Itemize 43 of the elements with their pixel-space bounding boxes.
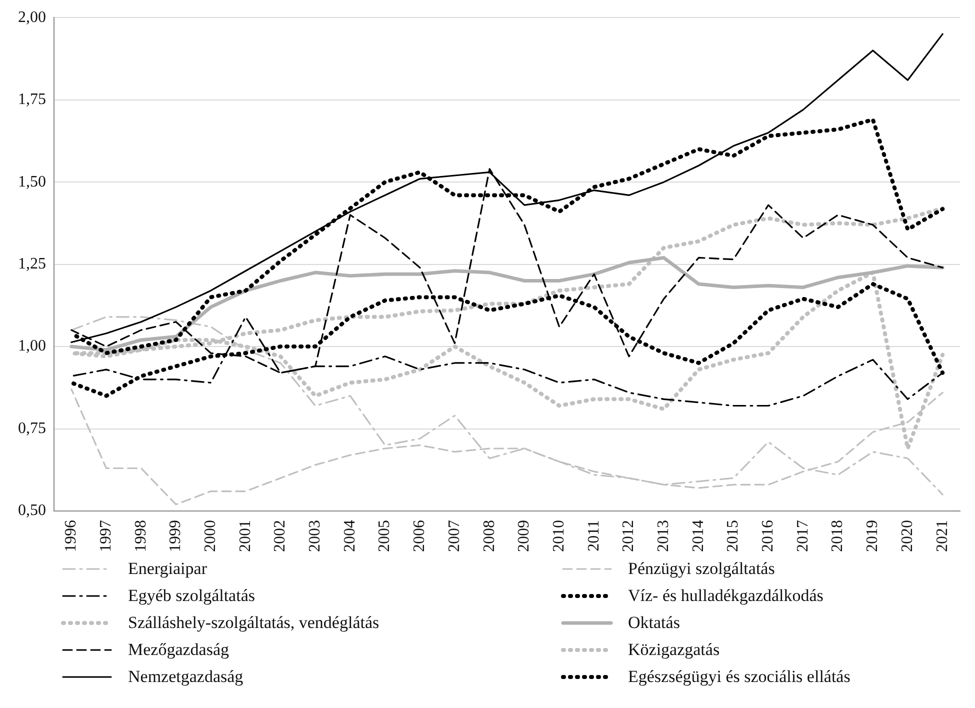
legend-label: Szálláshely-szolgáltatás, vendéglátás [128, 613, 380, 633]
x-tick-label: 1998 [132, 520, 150, 552]
x-tick-label: 2001 [236, 520, 254, 552]
x-tick-label: 2007 [446, 520, 463, 552]
x-tick-label: 2008 [480, 520, 498, 552]
x-tick-label: 2017 [794, 520, 812, 552]
y-tick-label: 1,50 [18, 173, 46, 190]
legend-label: Energiaipar [128, 559, 207, 579]
x-tick-label: 1999 [167, 520, 184, 552]
y-tick-label: 1,25 [18, 256, 46, 273]
legend-label: Egészségügyi és szociális ellátás [628, 667, 850, 687]
y-tick-label: 1,75 [18, 91, 46, 108]
x-tick-label: 2004 [341, 520, 358, 552]
x-tick-label: 2016 [760, 520, 777, 552]
x-tick-label: 2000 [202, 520, 220, 552]
legend-label: Víz- és hulladékgazdálkodás [628, 586, 824, 606]
x-tick-label: 1997 [97, 520, 114, 552]
y-tick-label: 0,50 [18, 502, 46, 520]
x-tick-label: 2021 [934, 520, 951, 552]
x-tick-label: 2010 [550, 520, 568, 552]
x-tick-label: 2019 [864, 520, 882, 552]
legend-label: Oktatás [628, 613, 680, 633]
x-tick-label: 2015 [724, 520, 742, 552]
x-tick-label: 2003 [306, 520, 324, 552]
legend-label: Mezőgazdaság [128, 640, 230, 660]
x-tick-label: 2002 [272, 520, 289, 552]
x-tick-label: 2006 [411, 520, 428, 552]
x-tick-label: 2005 [376, 520, 394, 552]
y-tick-label: 2,00 [18, 8, 46, 26]
x-tick-label: 2009 [516, 520, 533, 552]
legend-label: Pénzügyi szolgáltatás [628, 559, 775, 579]
x-tick-label: 2018 [829, 520, 846, 552]
legend-label: Közigazgatás [628, 640, 720, 660]
x-tick-label: 2011 [585, 520, 602, 552]
x-tick-label: 2014 [690, 520, 707, 552]
x-tick-label: 1996 [62, 520, 80, 552]
x-tick-label: 2012 [620, 520, 638, 552]
y-tick-label: 0,75 [18, 420, 46, 437]
y-tick-label: 1,00 [18, 338, 46, 355]
legend-label: Nemzetgazdaság [128, 667, 244, 687]
x-tick-label: 2020 [898, 520, 916, 552]
x-tick-label: 2013 [655, 520, 672, 552]
legend-label: Egyéb szolgáltatás [128, 586, 255, 606]
